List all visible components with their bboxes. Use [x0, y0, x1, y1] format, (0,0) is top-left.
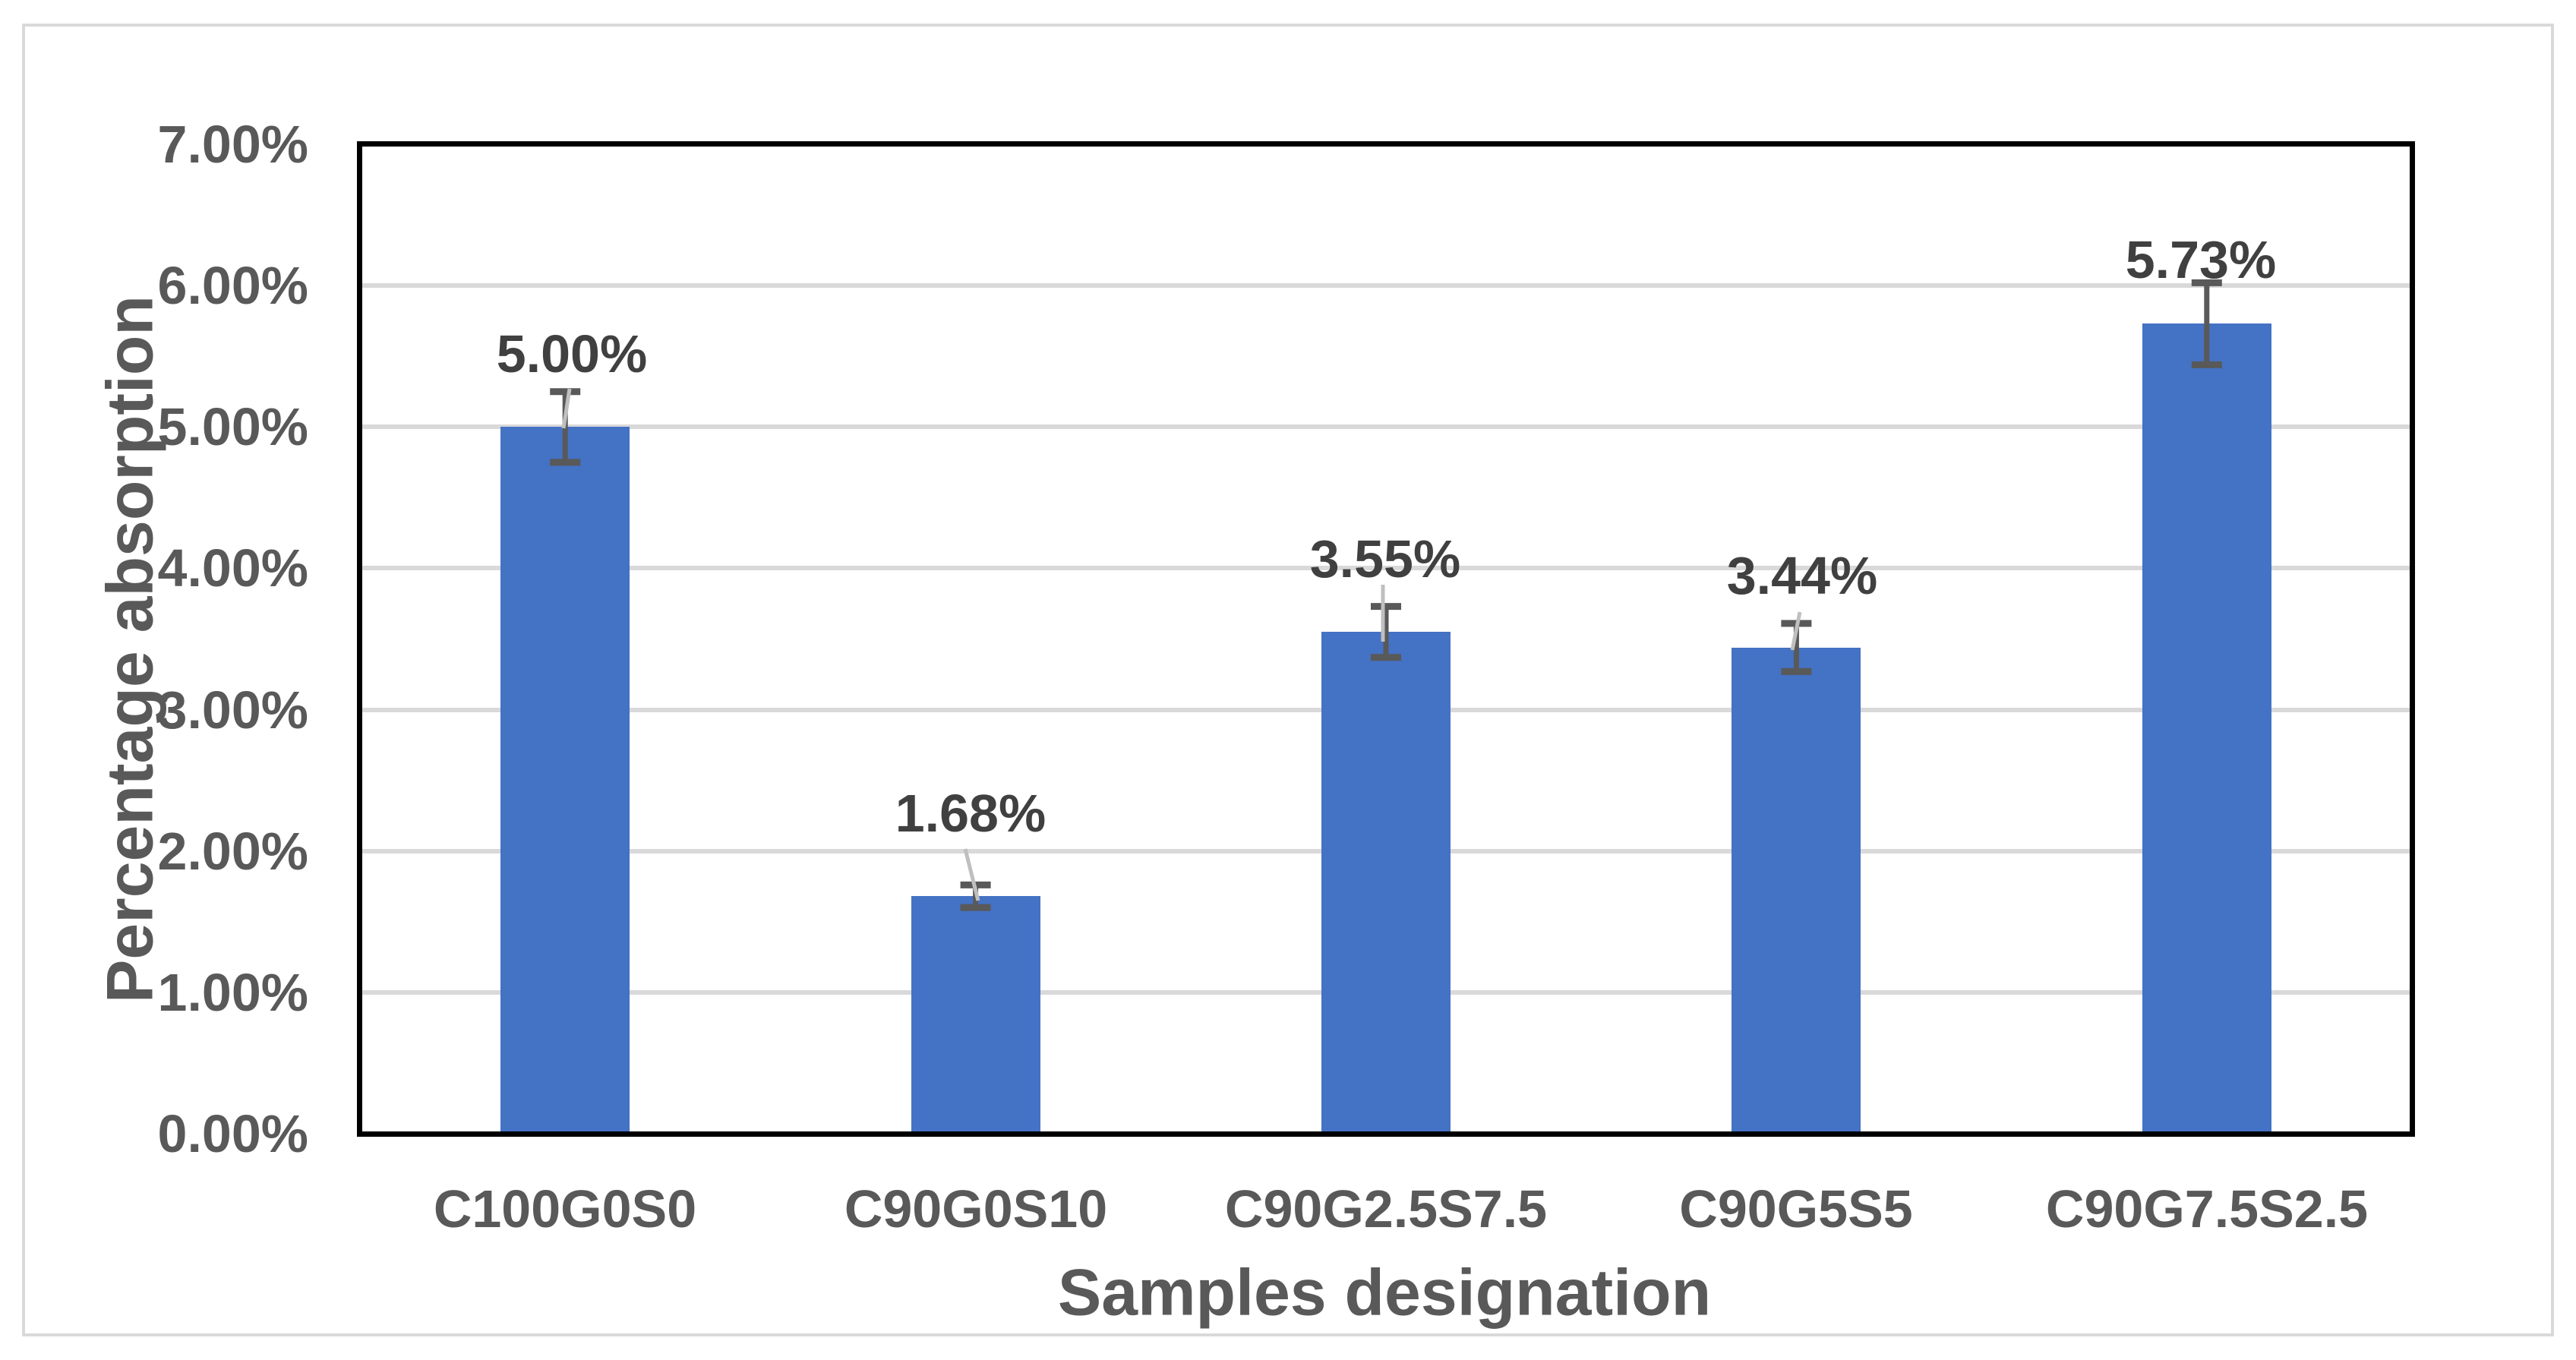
bar [500, 427, 630, 1134]
x-tick-label: C90G0S10 [844, 1179, 1108, 1239]
x-tick-label: C100G0S0 [433, 1179, 697, 1239]
data-label: 3.44% [1726, 546, 1878, 605]
label-leader-line [1790, 611, 1802, 651]
y-tick-label: 5.00% [157, 397, 308, 456]
data-label: 5.00% [496, 324, 648, 383]
y-tick-label: 0.00% [157, 1104, 308, 1163]
data-label: 3.55% [1309, 529, 1461, 588]
gridline [360, 283, 2412, 288]
bar [1321, 632, 1451, 1134]
bar [1732, 648, 1861, 1134]
bar [911, 896, 1040, 1134]
x-tick-label: C90G7.5S2.5 [2045, 1179, 2369, 1239]
x-tick-label: C90G2.5S7.5 [1224, 1179, 1548, 1239]
y-tick-label: 7.00% [157, 115, 308, 174]
y-tick-label: 1.00% [157, 963, 308, 1022]
label-leader-line [963, 848, 980, 901]
plot-area-border [357, 141, 2415, 1137]
gridline [360, 424, 2412, 429]
label-leader-line [561, 388, 572, 429]
y-tick-label: 6.00% [157, 256, 308, 315]
gridline [360, 566, 2412, 570]
y-tick-label: 4.00% [157, 538, 308, 598]
y-tick-label: 2.00% [157, 822, 308, 881]
x-tick-label: C90G5S5 [1679, 1179, 1913, 1239]
x-axis-title: Samples designation [1057, 1256, 1712, 1330]
data-label: 5.73% [2125, 230, 2277, 289]
y-tick-label: 3.00% [157, 680, 308, 740]
chart-frame [22, 24, 2554, 1336]
data-label: 1.68% [895, 784, 1046, 843]
bar [2142, 323, 2271, 1134]
